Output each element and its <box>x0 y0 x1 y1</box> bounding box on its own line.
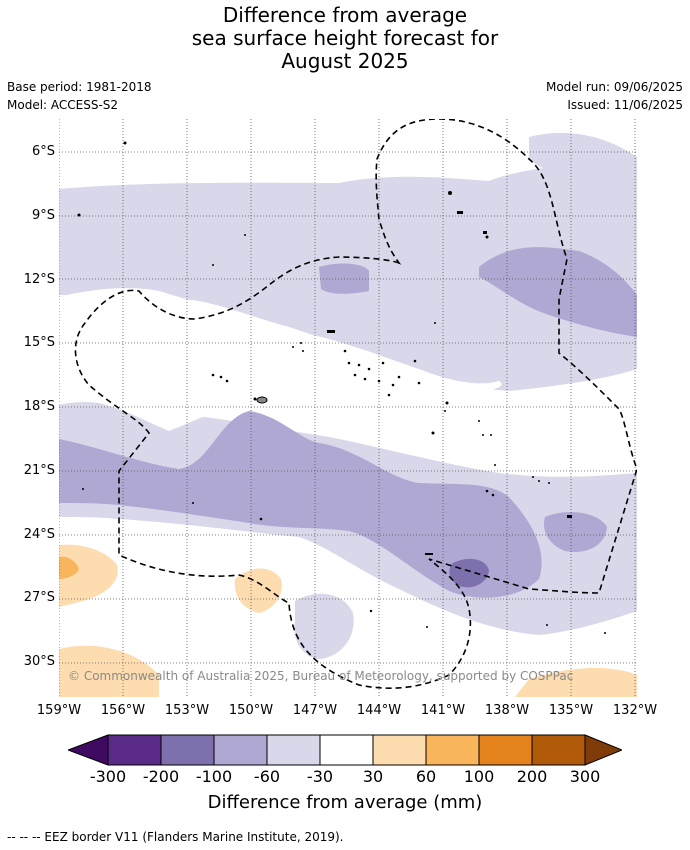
anomaly-band-minus-100 <box>449 558 489 588</box>
title-line-2: sea surface height forecast for <box>191 26 499 50</box>
colorbar-tick-300: 300 <box>569 767 601 786</box>
lon-label-150w: 150°W <box>228 703 274 718</box>
lat-label-30s: 30°S <box>23 654 55 669</box>
title-line-3: August 2025 <box>281 49 409 73</box>
lon-label-135w: 135°W <box>548 703 594 718</box>
lon-label-144w: 144°W <box>356 703 402 718</box>
lat-label-27s: 27°S <box>23 590 55 605</box>
colorbar-tick-200: 200 <box>516 767 548 786</box>
colorbar-bin-5 <box>319 734 374 766</box>
lat-label-15s: 15°S <box>23 335 55 350</box>
colorbar-bin-8 <box>478 734 533 766</box>
eez-footnote: -- -- -- EEZ border V11 (Flanders Marine… <box>7 830 344 844</box>
colorbar-bin-4 <box>266 734 321 766</box>
colorbar-tick-60: 60 <box>415 767 437 786</box>
colorbar-bin-2 <box>160 734 215 766</box>
lon-label-141w: 141°W <box>420 703 466 718</box>
lon-label-147w: 147°W <box>292 703 338 718</box>
lon-label-138w: 138°W <box>484 703 530 718</box>
colorbar-bin-7 <box>425 734 480 766</box>
colorbar-tick-minus-30: -30 <box>306 767 334 786</box>
colorbar-tick-minus-60: -60 <box>253 767 281 786</box>
lat-label-18s: 18°S <box>23 399 55 414</box>
positive-anomaly-zones <box>59 544 637 697</box>
map-title: Difference from average sea surface heig… <box>0 4 690 73</box>
islands <box>77 141 606 634</box>
base-period-label: Base period: 1981-2018 <box>7 80 152 94</box>
lat-label-12s: 12°S <box>23 272 55 287</box>
white-gap <box>59 288 502 431</box>
colorbar-tick-minus-300: -300 <box>89 767 127 786</box>
colorbar-bin-9 <box>531 734 586 766</box>
lon-label-153w: 153°W <box>164 703 210 718</box>
colorbar-tick-minus-100: -100 <box>195 767 233 786</box>
lat-label-9s: 9°S <box>31 208 55 223</box>
lat-label-21s: 21°S <box>23 463 55 478</box>
model-run-label: Model run: 09/06/2025 <box>545 80 683 94</box>
colorbar <box>68 734 622 766</box>
lon-label-156w: 156°W <box>100 703 146 718</box>
lon-label-159w: 159°W <box>36 703 82 718</box>
anomaly-band-minus-60 <box>59 247 637 598</box>
colorbar-title: Difference from average (mm) <box>207 792 483 813</box>
lon-label-132w: 132°W <box>612 703 658 718</box>
colorbar-extend-high <box>584 734 622 766</box>
info-left: Base period: 1981-2018 Model: ACCESS-S2 <box>7 78 152 114</box>
model-label: Model: ACCESS-S2 <box>7 98 119 112</box>
info-right: Model run: 09/06/2025 Issued: 11/06/2025 <box>546 78 683 114</box>
lat-label-24s: 24°S <box>23 527 55 542</box>
colorbar-bin-6 <box>372 734 427 766</box>
colorbar-tick-100: 100 <box>463 767 495 786</box>
title-line-1: Difference from average <box>222 3 468 27</box>
issued-label: Issued: 11/06/2025 <box>567 98 683 112</box>
lat-label-6s: 6°S <box>31 144 55 159</box>
colorbar-tick-30: 30 <box>362 767 384 786</box>
eez-borders <box>74 119 637 689</box>
colorbar-bin-3 <box>213 734 268 766</box>
sea-level-anomaly-map <box>59 119 637 697</box>
colorbar-tick-minus-200: -200 <box>142 767 180 786</box>
copyright-notice: © Commonwealth of Australia 2025, Bureau… <box>68 669 574 683</box>
colorbar-bin-1 <box>107 734 162 766</box>
colorbar-extend-low <box>68 734 109 766</box>
